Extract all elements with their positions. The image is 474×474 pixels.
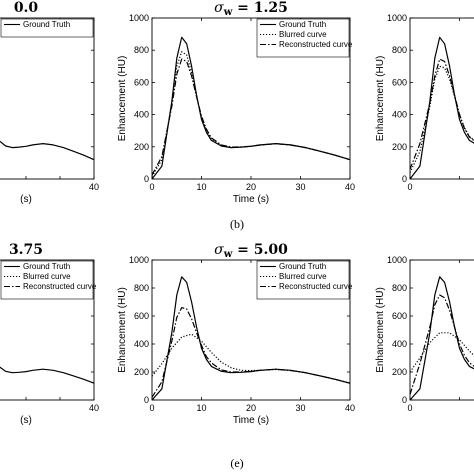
legend-entry: Blurred curve bbox=[279, 30, 327, 39]
x-tick-label: 40 bbox=[345, 403, 355, 413]
series-line-ground-truth bbox=[152, 276, 350, 400]
series-line-blurred-curve bbox=[152, 51, 350, 177]
chart-title: σw = 5.00 bbox=[214, 242, 288, 260]
y-axis-label: Enhancement (HU) bbox=[117, 287, 128, 373]
y-tick-label: 0 bbox=[402, 395, 407, 405]
legend-entry: Blurred curve bbox=[23, 272, 71, 281]
legend-entry: Reconstructed curve bbox=[23, 282, 97, 291]
legend-box bbox=[256, 18, 350, 58]
y-tick-label: 600 bbox=[392, 77, 407, 87]
axes-frame bbox=[409, 17, 474, 180]
y-tick-label: 200 bbox=[392, 142, 407, 152]
x-tick-label: 40 bbox=[89, 182, 99, 192]
y-tick-label: 0 bbox=[144, 395, 149, 405]
series-line-blurred-curve bbox=[410, 65, 474, 173]
y-tick-label: 400 bbox=[392, 110, 407, 120]
x-tick-label: 30 bbox=[295, 403, 305, 413]
y-tick-label: 600 bbox=[134, 77, 149, 87]
chart-title: 3.75 bbox=[9, 242, 43, 258]
legend-entry: Ground Truth bbox=[23, 262, 70, 271]
y-tick-label: 800 bbox=[392, 45, 407, 55]
y-tick-label: 200 bbox=[134, 367, 149, 377]
y-tick-label: 400 bbox=[134, 110, 149, 120]
legend-entry: Reconstructed curve bbox=[279, 40, 353, 49]
x-tick-label: 0 bbox=[149, 182, 154, 192]
x-tick-label: 10 bbox=[196, 182, 206, 192]
chart-panel-2: 00 200 400 600 800 1000 Enhancement (HU) bbox=[375, 13, 474, 192]
x-tick-label: 0 bbox=[407, 403, 412, 413]
x-axis-label: (s) bbox=[20, 194, 32, 205]
legend-box bbox=[256, 260, 350, 300]
x-tick-label: 30 bbox=[295, 182, 305, 192]
legend-entry: Blurred curve bbox=[279, 272, 327, 281]
chart-panel-0: 40 (s) 0.0 Ground Truth bbox=[0, 0, 99, 205]
legend-box bbox=[0, 260, 94, 300]
x-tick-label: 40 bbox=[89, 403, 99, 413]
axes-frame bbox=[0, 17, 95, 180]
x-tick-label: 10 bbox=[196, 403, 206, 413]
legend-box bbox=[0, 18, 94, 38]
x-axis-label: Time (s) bbox=[233, 415, 269, 426]
series-line-reconstructed-curve bbox=[152, 307, 350, 398]
x-tick-label: 20 bbox=[246, 403, 256, 413]
series-line-reconstructed-curve bbox=[410, 58, 474, 170]
y-tick-label: 0 bbox=[144, 174, 149, 184]
chart-title: σw = 1.25 bbox=[214, 0, 288, 18]
y-tick-label: 0 bbox=[402, 174, 407, 184]
y-tick-label: 1000 bbox=[129, 255, 149, 265]
y-tick-label: 600 bbox=[134, 311, 149, 321]
series-line-ground-truth bbox=[0, 366, 94, 384]
y-tick-label: 200 bbox=[392, 367, 407, 377]
y-tick-label: 800 bbox=[134, 283, 149, 293]
x-tick-label: 0 bbox=[407, 182, 412, 192]
x-tick-label: 20 bbox=[246, 182, 256, 192]
series-line-ground-truth bbox=[0, 140, 94, 161]
y-tick-label: 1000 bbox=[387, 255, 407, 265]
legend-entry: Ground Truth bbox=[23, 20, 70, 29]
legend-entry: Ground Truth bbox=[279, 262, 326, 271]
caption-e: (e) bbox=[230, 456, 243, 470]
y-tick-label: 400 bbox=[134, 339, 149, 349]
legend-entry: Reconstructed curve bbox=[279, 282, 353, 291]
y-tick-label: 1000 bbox=[129, 13, 149, 23]
axes-frame bbox=[409, 259, 474, 401]
legend-entry: Ground Truth bbox=[279, 20, 326, 29]
y-axis-label: Enhancement (HU) bbox=[117, 56, 128, 142]
series-line-ground-truth bbox=[410, 36, 474, 179]
x-tick-label: 40 bbox=[345, 182, 355, 192]
chart-title: 0.0 bbox=[14, 0, 39, 16]
y-tick-label: 400 bbox=[392, 339, 407, 349]
series-line-blurred-curve bbox=[152, 333, 350, 384]
x-axis-label: (s) bbox=[20, 415, 32, 426]
y-tick-label: 800 bbox=[392, 283, 407, 293]
y-tick-label: 1000 bbox=[387, 13, 407, 23]
series-line-ground-truth bbox=[410, 276, 474, 400]
y-axis-label: Enhancement (HU) bbox=[375, 56, 386, 142]
y-tick-label: 600 bbox=[392, 311, 407, 321]
x-tick-label: 0 bbox=[149, 403, 154, 413]
y-tick-label: 800 bbox=[134, 45, 149, 55]
y-axis-label: Enhancement (HU) bbox=[375, 287, 386, 373]
series-line-reconstructed-curve bbox=[152, 58, 350, 176]
caption-b: (b) bbox=[230, 217, 244, 231]
x-axis-label: Time (s) bbox=[233, 194, 269, 205]
chart-panel-5: 00 200 400 600 800 1000 Enhancement (HU) bbox=[375, 255, 474, 413]
y-tick-label: 200 bbox=[134, 142, 149, 152]
